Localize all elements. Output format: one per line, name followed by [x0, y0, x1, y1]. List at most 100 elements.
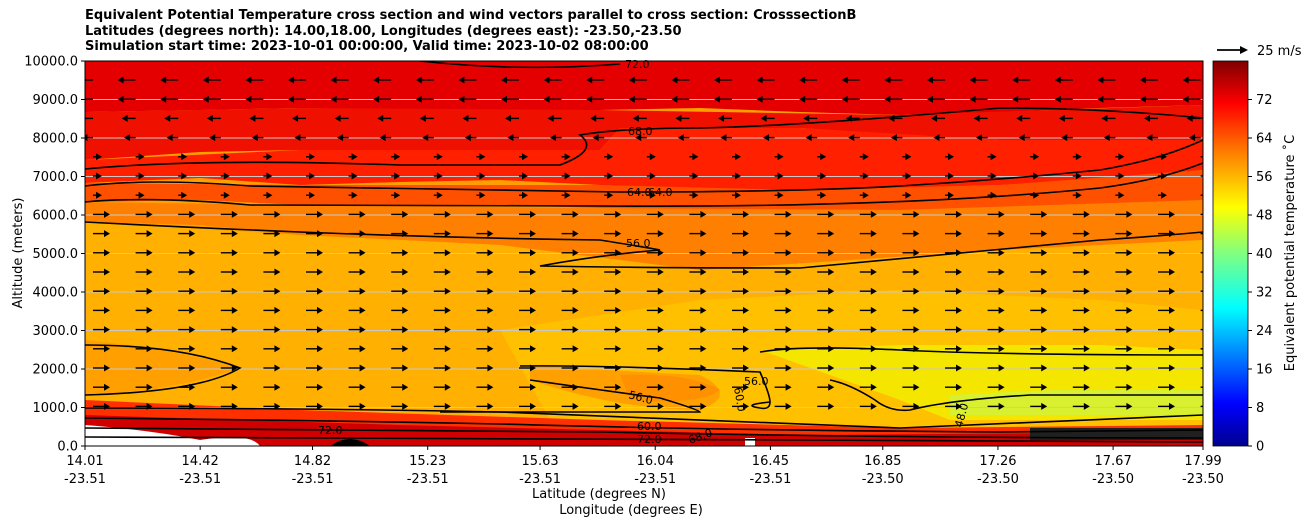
wind-arrowhead — [444, 306, 451, 314]
colorbar-tick-label: 56 — [1256, 170, 1273, 185]
wind-arrowhead — [1126, 345, 1133, 353]
wind-arrowhead — [1083, 210, 1090, 218]
wind-arrowhead — [785, 287, 792, 295]
wind-arrowhead — [692, 191, 699, 199]
wind-arrowhead — [700, 364, 707, 372]
wind-arrowhead — [1126, 326, 1133, 334]
wind-arrowhead — [820, 191, 827, 199]
wind-arrowhead — [444, 364, 451, 372]
wind-arrowhead — [785, 306, 792, 314]
wind-arrowhead — [632, 114, 639, 122]
wind-arrowhead — [1126, 230, 1133, 238]
wind-arrowhead — [292, 114, 299, 122]
wind-arrowhead — [763, 134, 770, 142]
wind-arrowhead — [189, 210, 196, 218]
wind-arrowhead — [1083, 268, 1090, 276]
wind-arrowhead — [657, 326, 664, 334]
wind-arrowhead — [166, 134, 173, 142]
wind-arrowhead — [117, 95, 124, 103]
wind-arrowhead — [607, 172, 614, 180]
wind-arrowhead — [870, 383, 877, 391]
wind-arrowhead — [870, 402, 877, 410]
wind-arrowhead — [547, 114, 554, 122]
wind-arrowhead — [288, 76, 294, 84]
wind-arrowhead — [615, 249, 622, 257]
title-line-2: Latitudes (degrees north): 14.00,18.00, … — [85, 23, 682, 39]
wind-arrowhead — [487, 402, 494, 410]
wind-arrowhead — [309, 172, 315, 180]
wind-arrowhead — [487, 230, 494, 238]
wind-arrowhead — [124, 134, 131, 142]
wind-arrowhead — [828, 345, 835, 353]
wind-arrowhead — [870, 210, 877, 218]
wind-arrowhead — [870, 287, 877, 295]
wind-arrowhead — [351, 153, 358, 161]
x-tick-label-lat: 15.23 — [409, 454, 446, 469]
wind-arrowhead — [104, 230, 110, 238]
wind-arrowhead — [649, 191, 656, 199]
wind-arrowhead — [572, 268, 579, 276]
y-tick-label: 6000.0 — [33, 209, 79, 224]
wind-arrowhead — [805, 134, 812, 142]
x-tick-label-lon: -23.51 — [519, 472, 561, 487]
wind-arrowhead — [117, 76, 124, 84]
wind-arrowhead — [436, 172, 443, 180]
colorbar-tick-label: 48 — [1256, 209, 1273, 224]
wind-arrowhead — [96, 191, 102, 199]
wind-arrowhead — [828, 230, 835, 238]
wind-arrowhead — [1204, 192, 1210, 199]
wind-arrowhead — [274, 210, 281, 218]
wind-arrowhead — [231, 306, 238, 314]
wind-arrowhead — [1126, 402, 1133, 410]
wind-arrowhead — [931, 114, 938, 122]
wind-arrowhead — [104, 345, 110, 353]
wind-arrowhead — [317, 287, 323, 295]
contour-label: 60.0 — [637, 420, 662, 433]
wind-arrowhead — [317, 306, 323, 314]
contour-label: 72.0 — [637, 433, 662, 446]
wind-arrowhead — [245, 76, 252, 84]
wind-arrowhead — [223, 172, 230, 180]
wind-arrowhead — [104, 306, 110, 314]
colorbar-tick-label: 8 — [1256, 401, 1264, 416]
wind-arrowhead — [359, 326, 366, 334]
wind-arrowhead — [828, 402, 835, 410]
wind-arrowhead — [444, 249, 451, 257]
y-tick-label: 1000.0 — [33, 401, 79, 416]
wind-arrowhead — [870, 306, 877, 314]
wind-arrowhead — [1054, 76, 1061, 84]
wind-arrowhead — [189, 326, 196, 334]
wind-arrowhead — [146, 326, 153, 334]
wind-arrowhead — [317, 364, 323, 372]
wind-arrowhead — [862, 153, 869, 161]
wind-arrowhead — [828, 287, 835, 295]
colorbar-tick-label: 40 — [1256, 247, 1273, 262]
wind-arrowhead — [913, 230, 920, 238]
wind-arrowhead — [913, 306, 920, 314]
wind-arrowhead — [543, 76, 550, 84]
wind-arrowhead — [444, 402, 451, 410]
wind-arrowhead — [1097, 76, 1104, 84]
wind-arrowhead — [146, 306, 153, 314]
wind-arrowhead — [337, 134, 344, 142]
wind-arrowhead — [231, 364, 238, 372]
wind-arrowhead — [1182, 76, 1189, 84]
wind-arrowhead — [334, 114, 341, 122]
wind-arrowhead — [189, 364, 196, 372]
wind-arrowhead — [444, 230, 451, 238]
wind-arrowhead — [870, 364, 877, 372]
wind-arrowhead — [1140, 76, 1146, 84]
wind-arrowhead — [288, 95, 294, 103]
wind-arrowhead — [1118, 153, 1125, 161]
y-tick-label: 2000.0 — [33, 363, 79, 378]
colorbar-ticks: 0 8 16 24 32 40 48 56 64 72 — [1248, 93, 1273, 455]
wind-arrowhead — [530, 345, 536, 353]
wind-arrowhead — [870, 268, 877, 276]
wind-arrowhead — [956, 249, 962, 257]
wind-arrowhead — [377, 114, 384, 122]
wind-arrowhead — [884, 95, 891, 103]
wind-arrowhead — [948, 191, 954, 199]
wind-arrowhead — [828, 364, 835, 372]
wind-arrowhead — [700, 306, 707, 314]
